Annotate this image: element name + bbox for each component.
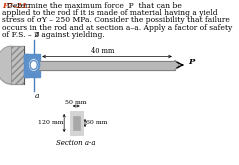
Text: a: a <box>35 30 39 38</box>
Text: a: a <box>35 92 39 100</box>
Bar <box>70 111 83 135</box>
Bar <box>39 61 175 69</box>
Text: 120 mm: 120 mm <box>38 120 63 126</box>
Bar <box>11 46 24 84</box>
Text: applied to the rod if it is made of material having a yield: applied to the rod if it is made of mate… <box>2 9 218 17</box>
Text: 40 mm: 40 mm <box>91 47 115 55</box>
Text: of F.S. – 2 against yielding.: of F.S. – 2 against yielding. <box>2 31 105 39</box>
Bar <box>24 69 40 77</box>
Bar <box>24 53 28 77</box>
Bar <box>24 53 40 61</box>
Text: 50 mm: 50 mm <box>65 99 87 104</box>
Text: occurs in the rod and at section a–a. Apply a factor of safety: occurs in the rod and at section a–a. Ap… <box>2 24 233 32</box>
Text: Section a-a: Section a-a <box>56 139 96 147</box>
Polygon shape <box>175 61 179 69</box>
Text: Determine the maximum force  P  that can be: Determine the maximum force P that can b… <box>2 2 182 10</box>
Text: 60 mm: 60 mm <box>86 120 107 126</box>
Circle shape <box>28 58 39 72</box>
Bar <box>11 46 24 84</box>
Bar <box>73 116 80 130</box>
Text: F7–21.: F7–21. <box>2 2 30 10</box>
Text: stress of σY – 250 MPa. Consider the possibility that failure: stress of σY – 250 MPa. Consider the pos… <box>2 16 230 24</box>
Text: P: P <box>188 58 195 66</box>
Circle shape <box>30 61 37 69</box>
